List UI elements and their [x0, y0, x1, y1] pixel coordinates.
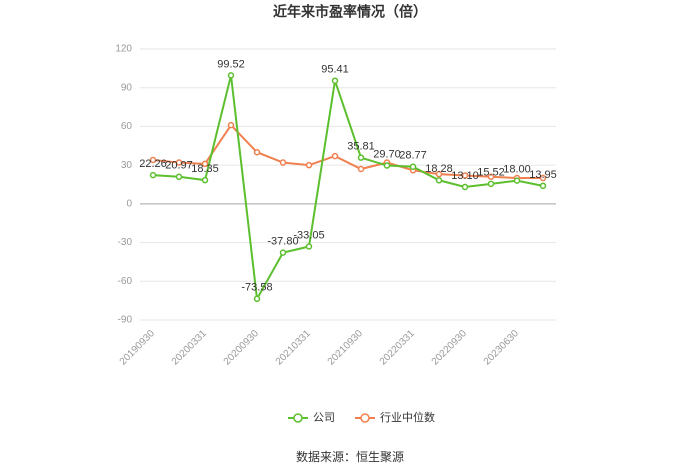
point — [279, 159, 287, 166]
point — [305, 161, 313, 169]
x-tick-label: 20220930 — [430, 328, 470, 368]
y-tick-label: 60 — [121, 121, 133, 132]
source: 数据来源：恒生聚源 — [296, 449, 404, 464]
point — [227, 121, 235, 129]
point — [201, 160, 209, 168]
point — [539, 182, 547, 190]
line — [152, 123, 543, 180]
point — [435, 177, 443, 184]
legend-label: 公司 — [313, 412, 335, 424]
point — [435, 170, 443, 178]
point — [305, 243, 313, 250]
point — [175, 159, 183, 166]
y-tick-label: -60 — [118, 276, 133, 287]
line — [152, 75, 544, 302]
x-tick-label: 20220331 — [378, 328, 418, 368]
data-label: 95.41 — [321, 64, 349, 76]
point — [461, 172, 469, 179]
data-label: 18.28 — [425, 163, 453, 175]
y-tick-label: -90 — [118, 315, 133, 326]
point — [253, 295, 261, 303]
data-label: 35.81 — [347, 141, 375, 153]
data-label: -33.05 — [293, 229, 324, 241]
point — [149, 156, 157, 164]
point — [227, 72, 235, 79]
point — [383, 162, 391, 169]
data-label: 29.70 — [373, 148, 401, 160]
point — [331, 152, 339, 160]
y-tick-label: 0 — [126, 198, 132, 209]
point — [487, 173, 495, 181]
point — [487, 180, 495, 188]
point — [331, 77, 339, 84]
point — [357, 154, 365, 161]
y-tick-label: -30 — [118, 237, 133, 248]
point — [279, 249, 287, 256]
data-label: 20.97 — [165, 160, 193, 172]
data-label: 22.26 — [139, 158, 167, 170]
point — [201, 176, 209, 184]
legend-marker — [360, 413, 370, 423]
legend-label: 行业中位数 — [380, 410, 435, 424]
data-label: -73.58 — [241, 282, 272, 294]
data-label: 28.77 — [399, 150, 427, 162]
x-tick-label: 20230630 — [482, 328, 522, 368]
point — [253, 148, 261, 156]
data-label: 18.35 — [191, 163, 219, 175]
point — [175, 173, 183, 181]
x-tick-label: 20210930 — [326, 328, 366, 368]
data-label: 99.52 — [217, 58, 245, 70]
x-tick-label: 20210331 — [274, 328, 314, 368]
x-tick-label: 20200331 — [170, 328, 210, 368]
point — [539, 174, 547, 182]
x-tick-label: 20200930 — [222, 328, 262, 368]
chart-title: 近年来市盈率情况（倍） — [273, 4, 427, 20]
point — [409, 163, 417, 170]
point — [461, 183, 469, 191]
data-label: 13.10 — [451, 170, 479, 182]
y-tick-label: 30 — [121, 160, 133, 171]
data-label: 15.52 — [477, 167, 505, 179]
legend-marker — [293, 413, 303, 423]
data-label: 13.95 — [529, 169, 557, 181]
data-label: 18.00 — [503, 164, 531, 176]
y-tick-label: 90 — [121, 82, 133, 93]
point — [357, 165, 365, 173]
data-label: -37.80 — [267, 236, 298, 248]
x-tick-label: 20190930 — [118, 328, 158, 368]
point — [149, 171, 157, 179]
y-tick-label: 120 — [115, 44, 132, 55]
point — [513, 177, 521, 184]
